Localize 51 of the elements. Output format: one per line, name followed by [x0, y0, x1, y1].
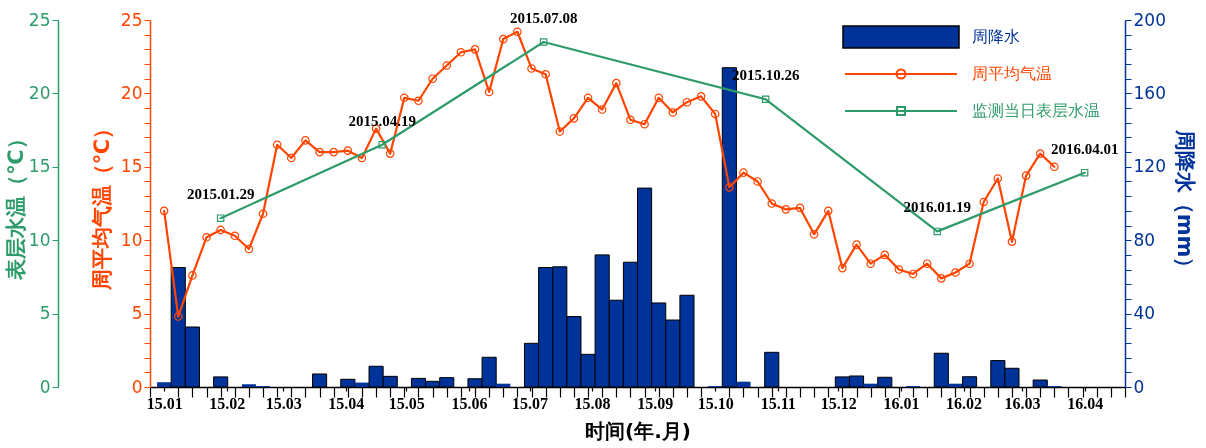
x-tick-label: 16.03 — [1004, 394, 1041, 412]
y3-tick-label: 5 — [39, 303, 51, 324]
y3-axis-title: 表层水温（℃） — [3, 128, 28, 281]
x-tick-label: 15.05 — [388, 394, 425, 412]
x-tick-label: 15.09 — [637, 394, 674, 412]
point — [216, 214, 225, 222]
y-axis-title: 周平均气温（℃） — [89, 117, 114, 292]
y3-tick-label: 15 — [28, 156, 51, 177]
x-tick-label: 15.03 — [265, 394, 302, 412]
y3-tick-label: 10 — [28, 229, 51, 250]
y-tick-label: 15 — [120, 156, 143, 177]
x-tick-label: 15.08 — [574, 394, 611, 412]
annotation: 2015.01.29 — [186, 186, 255, 203]
x-tick-label: 16.02 — [946, 394, 983, 412]
annotation: 2016.01.19 — [903, 199, 972, 216]
x-tick-label: 16.04 — [1067, 394, 1104, 412]
y3-tick-label: 20 — [28, 82, 51, 103]
x-tick-label: 16.01 — [883, 394, 920, 412]
y2-tick-label: 120 — [1133, 156, 1166, 177]
y-tick-label: 25 — [120, 9, 143, 30]
y2-tick-label: 200 — [1133, 9, 1166, 30]
y-tick-label: 10 — [120, 229, 143, 250]
y2-tick-label: 0 — [1133, 376, 1145, 397]
x-tick-label: 15.07 — [512, 394, 548, 412]
text: 监测当日表层水温 — [972, 101, 1100, 120]
annotation: 2016.04.01 — [1050, 140, 1119, 157]
y3-tick-label: 25 — [28, 9, 51, 30]
x-tick-label: 15.04 — [328, 394, 365, 412]
annotation: 2015.07.08 — [509, 10, 578, 27]
text: 周降水 — [972, 27, 1020, 46]
point — [933, 227, 942, 236]
point — [539, 38, 548, 46]
y-tick-label: 20 — [120, 82, 143, 103]
x-tick-label: 15.01 — [146, 394, 183, 412]
y2-tick-label: 80 — [1133, 229, 1156, 250]
x-tick-label: 15.10 — [697, 394, 734, 412]
y-tick-label: 0 — [131, 376, 143, 397]
x-axis-title: 时间(年.月) — [585, 418, 691, 443]
x-tick-label: 15.12 — [820, 394, 857, 412]
y3-tick-label: 0 — [39, 376, 51, 397]
y2-axis-title: 周降水（mm） — [1172, 128, 1197, 279]
y-tick-label: 5 — [131, 303, 143, 324]
text: 周平均气温 — [972, 64, 1052, 83]
y2-tick-label: 40 — [1133, 303, 1156, 324]
y2-tick-label: 160 — [1133, 82, 1166, 103]
point — [378, 141, 386, 149]
point — [1080, 168, 1089, 177]
x-tick-label: 15.02 — [209, 394, 246, 412]
x-tick-label: 15.06 — [451, 394, 488, 412]
point — [761, 95, 770, 104]
x-tick-label: 15.11 — [760, 394, 796, 412]
